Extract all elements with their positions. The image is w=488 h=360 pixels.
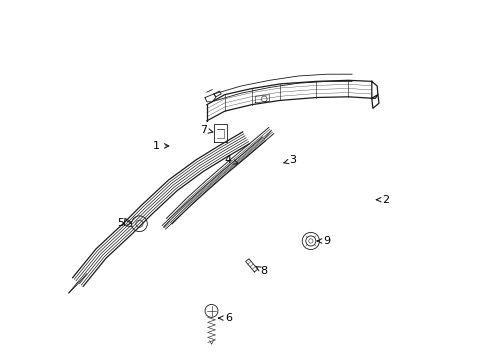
Text: 7: 7 [199,125,212,135]
Text: 4: 4 [224,155,238,165]
Text: 6: 6 [218,313,231,323]
Text: 8: 8 [255,266,267,276]
Text: 3: 3 [283,155,296,165]
Text: 2: 2 [376,195,389,205]
Text: 9: 9 [317,236,330,246]
Text: 1: 1 [153,141,168,151]
Text: 5: 5 [117,218,131,228]
